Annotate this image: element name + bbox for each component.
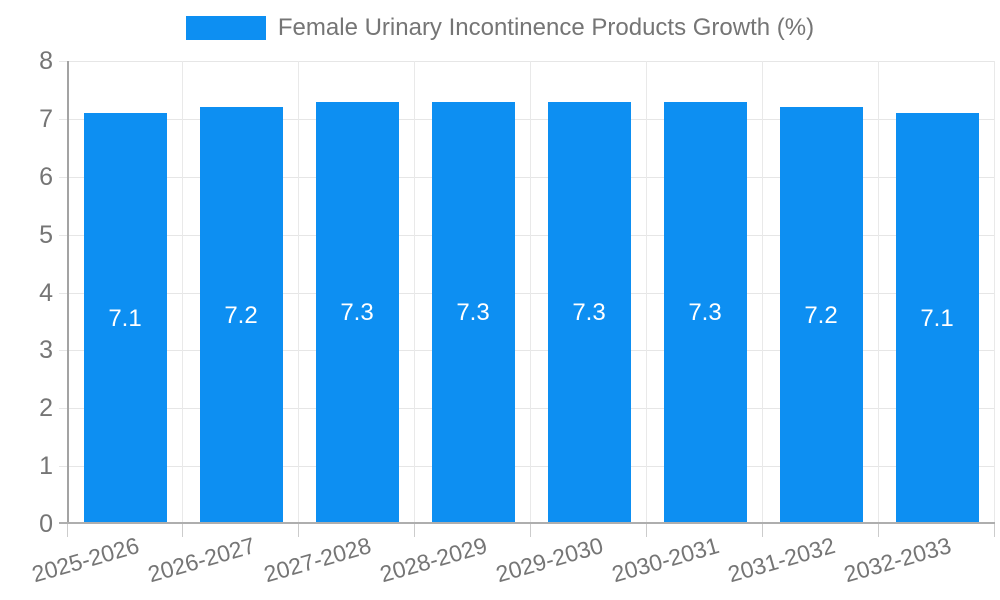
y-axis-tick-label: 0 (39, 510, 53, 538)
x-axis-tick-mark (182, 524, 183, 537)
x-axis-label: 2032-2033 (840, 532, 954, 588)
horizontal-gridline (59, 292, 995, 294)
horizontal-gridline (59, 61, 995, 62)
x-axis-tick-mark (67, 524, 68, 537)
bar[interactable]: 7.3 (547, 101, 631, 524)
y-axis-tick-label: 4 (39, 278, 53, 307)
y-axis-tick-label: 5 (39, 220, 53, 249)
vertical-gridline (298, 61, 299, 524)
y-axis-tick-label: 6 (39, 162, 53, 191)
bar[interactable]: 7.2 (199, 107, 283, 524)
horizontal-gridline (59, 466, 995, 468)
horizontal-gridline (59, 118, 995, 120)
legend-label: Female Urinary Incontinence Products Gro… (277, 14, 815, 41)
x-axis-label: 2030-2031 (608, 532, 722, 588)
x-axis-tick-mark (646, 524, 647, 537)
x-axis-tick-mark (530, 524, 531, 537)
bar[interactable]: 7.3 (315, 101, 399, 524)
chart-legend[interactable]: Female Urinary Incontinence Products Gro… (0, 14, 1000, 42)
bar-value-label: 7.1 (108, 304, 142, 332)
x-axis-line (59, 522, 995, 524)
bar[interactable]: 7.1 (83, 113, 167, 524)
vertical-gridline (994, 61, 995, 524)
bar-value-label: 7.3 (340, 298, 374, 326)
x-axis-label: 2031-2032 (724, 532, 838, 588)
x-axis-label: 2027-2028 (260, 532, 374, 588)
vertical-gridline (414, 61, 415, 524)
y-axis-tick-label: 7 (39, 104, 53, 133)
bar[interactable]: 7.1 (895, 113, 979, 524)
horizontal-gridline (59, 350, 995, 352)
x-axis-tick-mark (414, 524, 415, 537)
x-axis-label: 2029-2030 (492, 532, 606, 588)
y-axis-tick-label: 3 (39, 336, 53, 365)
x-axis-label: 2028-2029 (376, 532, 490, 588)
vertical-gridline (182, 61, 183, 524)
y-axis-tick-label: 8 (39, 47, 53, 75)
bar[interactable]: 7.2 (779, 107, 863, 524)
vertical-gridline (646, 61, 647, 524)
vertical-gridline (762, 61, 763, 524)
legend-swatch (185, 16, 266, 40)
horizontal-gridline (59, 408, 995, 410)
x-axis-label: 2026-2027 (144, 532, 258, 588)
vertical-gridline (878, 61, 879, 524)
x-axis-tick-mark (298, 524, 299, 537)
bar-value-label: 7.3 (456, 298, 490, 326)
horizontal-gridline (59, 176, 995, 178)
y-axis-tick-label: 1 (39, 452, 53, 481)
bar-value-label: 7.3 (572, 298, 606, 326)
bar-value-label: 7.3 (688, 298, 722, 326)
y-axis-line (67, 61, 69, 524)
y-axis-tick-label: 2 (39, 394, 53, 423)
vertical-gridline (530, 61, 531, 524)
bar-value-label: 7.2 (804, 301, 838, 329)
horizontal-gridline (59, 234, 995, 236)
bar-value-label: 7.1 (920, 304, 954, 332)
bar[interactable]: 7.3 (663, 101, 747, 524)
x-axis-tick-mark (762, 524, 763, 537)
plot-area: 7.1 2025-2026 7.2 2026-2027 7.3 2027-2028 7.3 2… (29, 61, 995, 587)
x-axis-tick-mark (994, 524, 995, 537)
bar[interactable]: 7.3 (431, 101, 515, 524)
bar-value-label: 7.2 (224, 301, 258, 329)
x-axis-label: 2025-2026 (28, 532, 142, 588)
x-axis-tick-mark (878, 524, 879, 537)
